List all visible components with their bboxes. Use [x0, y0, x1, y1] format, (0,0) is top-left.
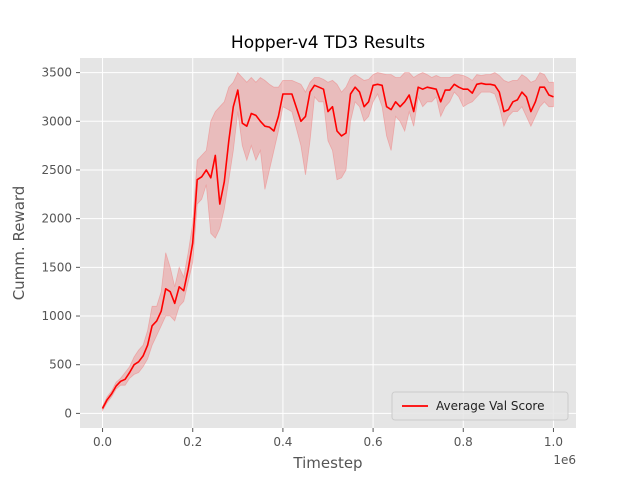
y-axis-ticks: 0 500 1000 1500 2000 2500 3000 3500	[41, 66, 80, 420]
legend-box	[391, 391, 569, 421]
legend: Average Val Score	[391, 391, 569, 421]
y-tick-label: 3000	[41, 114, 72, 128]
x-axis-label: Timestep	[292, 454, 362, 472]
y-tick-label: 3500	[41, 66, 72, 80]
y-tick-label: 1000	[41, 309, 72, 323]
x-tick-label: 0.4	[273, 435, 292, 449]
x-tick-label: 0.0	[93, 435, 112, 449]
y-tick-label: 2000	[41, 212, 72, 226]
grid	[80, 58, 576, 428]
x-tick-label: 0.6	[364, 435, 383, 449]
y-tick-label: 500	[49, 358, 72, 372]
y-tick-label: 2500	[41, 163, 72, 177]
legend-label: Average Val Score	[436, 399, 544, 413]
y-tick-label: 1500	[41, 260, 72, 274]
plot-area	[80, 58, 576, 428]
y-tick-label: 0	[64, 406, 72, 420]
x-tick-label: 1.0	[544, 435, 563, 449]
x-tick-label: 0.8	[454, 435, 473, 449]
chart-title: Hopper-v4 TD3 Results	[231, 33, 425, 53]
x-axis-ticks: 0.0 0.2 0.4 0.6 0.8 1.0	[93, 428, 563, 449]
series-line-average-val-score	[101, 82, 554, 409]
x-axis-offset-label: 1e6	[553, 453, 576, 467]
x-tick-label: 0.2	[183, 435, 202, 449]
y-axis-label: Cumm. Reward	[10, 186, 28, 301]
